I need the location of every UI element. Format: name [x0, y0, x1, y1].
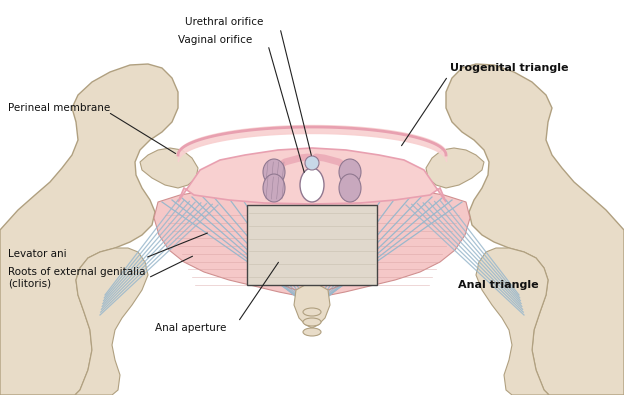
Ellipse shape: [263, 174, 285, 202]
Polygon shape: [0, 64, 178, 395]
Bar: [247, 205, 377, 285]
Polygon shape: [446, 64, 624, 395]
Text: Perineal membrane: Perineal membrane: [8, 103, 110, 113]
Text: Urogenital triangle: Urogenital triangle: [450, 63, 568, 73]
Text: Anal triangle: Anal triangle: [458, 280, 539, 290]
Polygon shape: [140, 148, 198, 188]
Ellipse shape: [303, 308, 321, 316]
Text: Urethral orifice: Urethral orifice: [185, 17, 263, 27]
Polygon shape: [75, 248, 148, 395]
Polygon shape: [294, 283, 330, 328]
Ellipse shape: [263, 159, 285, 185]
Ellipse shape: [300, 168, 324, 202]
Ellipse shape: [339, 159, 361, 185]
Ellipse shape: [339, 174, 361, 202]
Text: Vaginal orifice: Vaginal orifice: [178, 35, 252, 45]
Text: Anal aperture: Anal aperture: [155, 323, 227, 333]
Text: Roots of external genitalia
(clitoris): Roots of external genitalia (clitoris): [8, 267, 145, 289]
Text: Levator ani: Levator ani: [8, 249, 67, 259]
Polygon shape: [476, 248, 549, 395]
Circle shape: [305, 156, 319, 170]
Polygon shape: [426, 148, 484, 188]
Polygon shape: [154, 187, 470, 298]
Ellipse shape: [303, 328, 321, 336]
Polygon shape: [178, 148, 446, 204]
Ellipse shape: [303, 318, 321, 326]
